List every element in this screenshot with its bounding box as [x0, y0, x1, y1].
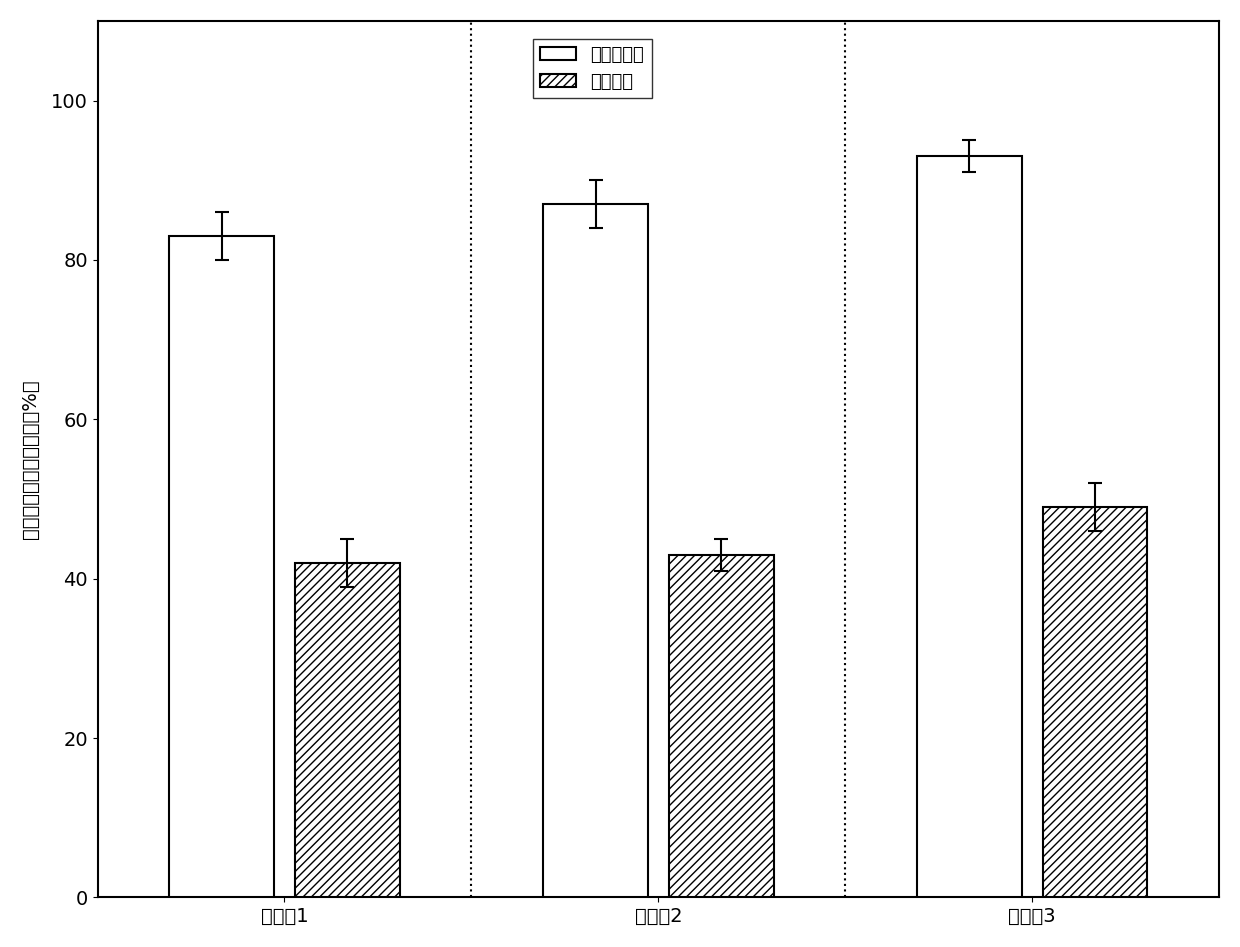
- Y-axis label: 与对照反应器相比降低（%）: 与对照反应器相比降低（%）: [21, 380, 40, 539]
- Bar: [543, 205, 647, 898]
- Bar: [668, 555, 774, 898]
- Bar: [295, 563, 399, 898]
- Bar: [170, 236, 274, 898]
- Bar: [918, 156, 1022, 898]
- Legend: 膜污染速率, 污泥产率: 膜污染速率, 污泥产率: [533, 39, 651, 98]
- Bar: [1043, 507, 1147, 898]
